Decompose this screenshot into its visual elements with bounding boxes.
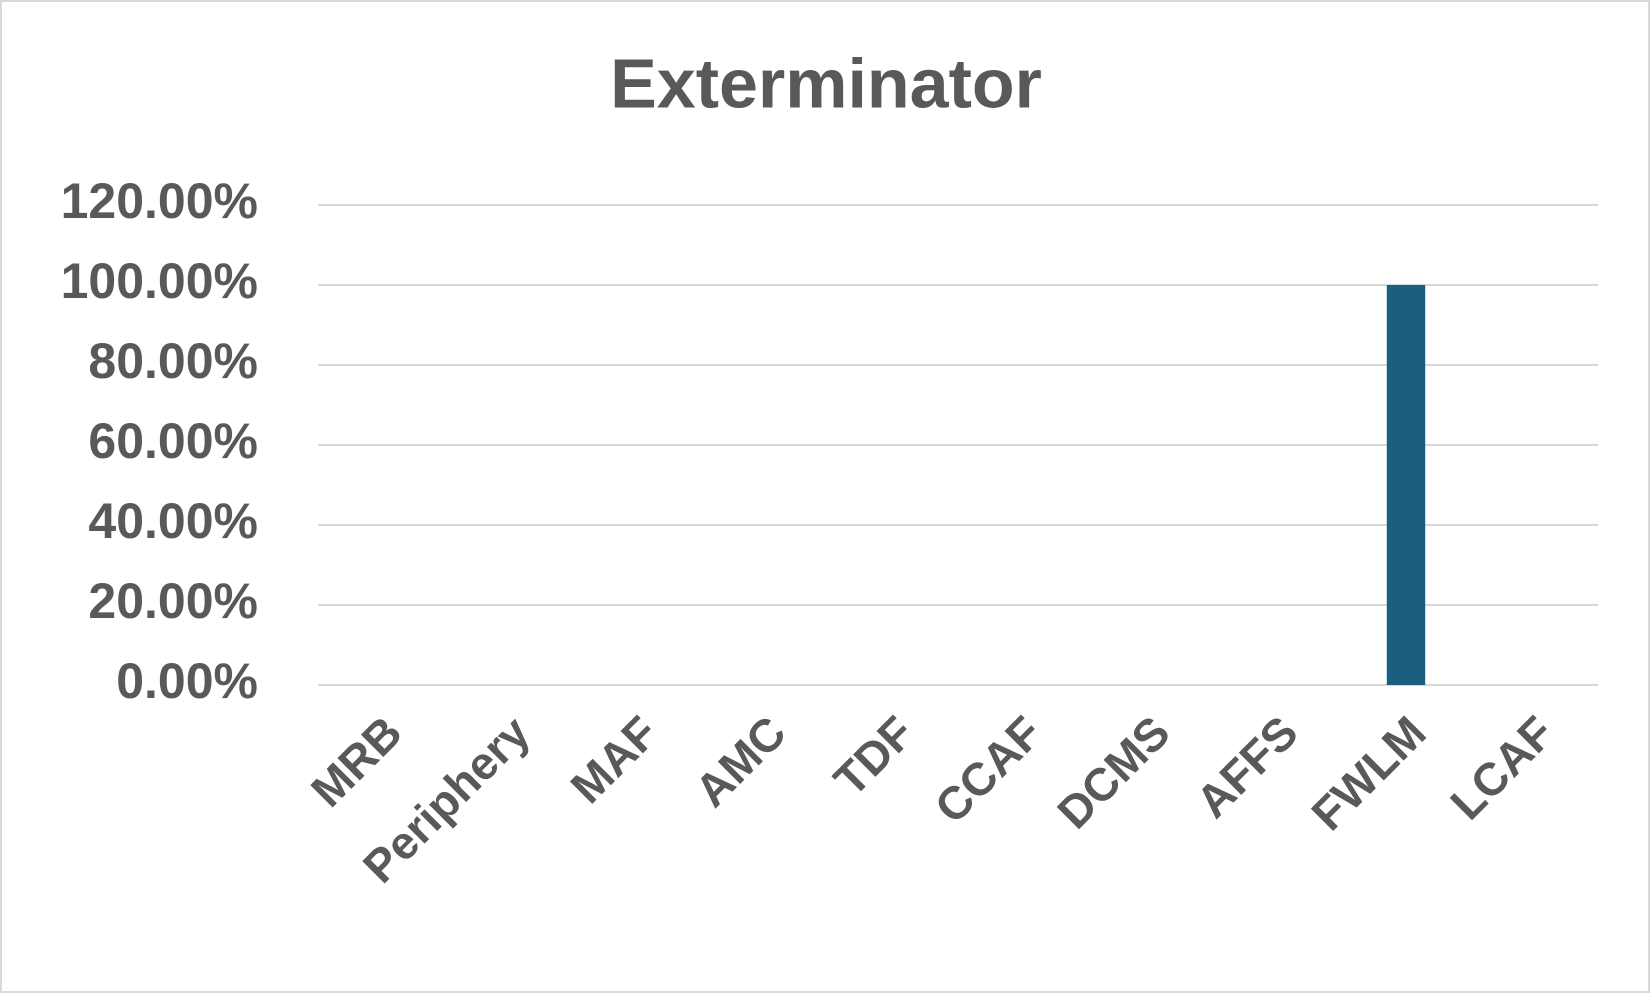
y-tick-label: 80.00% xyxy=(88,333,258,389)
bar xyxy=(1386,285,1426,685)
y-tick-label: 0.00% xyxy=(116,653,258,709)
chart-title: Exterminator xyxy=(610,44,1042,122)
y-tick-label: 60.00% xyxy=(88,413,258,469)
y-tick-label: 120.00% xyxy=(61,173,258,229)
y-tick-label: 20.00% xyxy=(88,573,258,629)
y-tick-label: 100.00% xyxy=(61,253,258,309)
y-tick-label: 40.00% xyxy=(88,493,258,549)
